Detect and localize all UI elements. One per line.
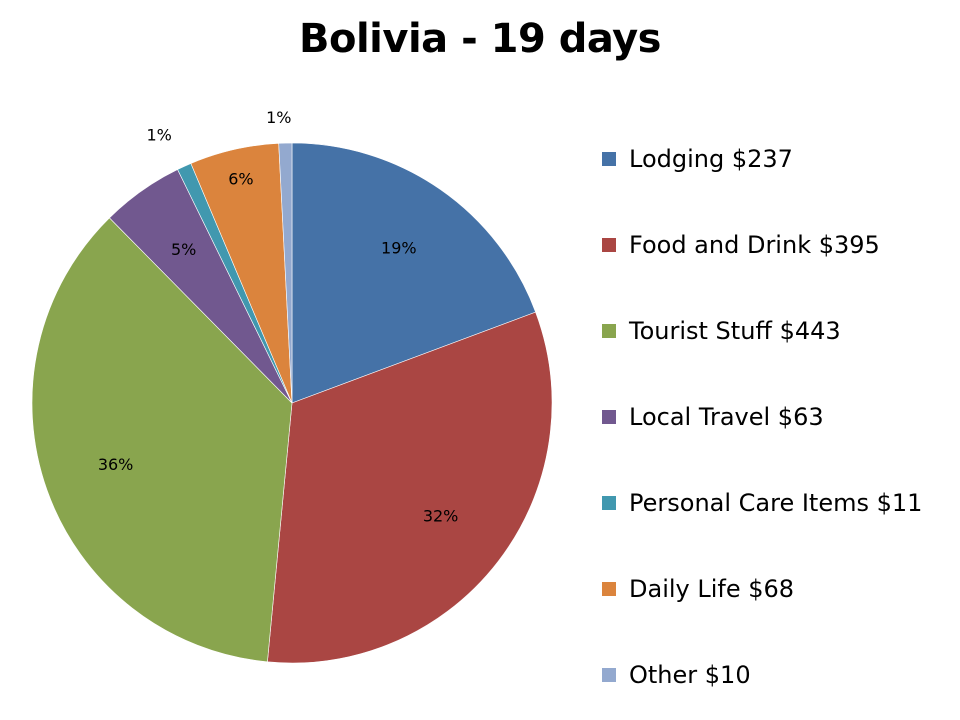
pie-slice-1: [267, 311, 553, 664]
legend-item-6: Other $10: [602, 632, 952, 718]
legend-swatch: [602, 410, 616, 424]
legend-label: Daily Life $68: [629, 575, 795, 603]
legend-swatch: [602, 238, 616, 252]
legend-item-1: Food and Drink $395: [602, 202, 952, 288]
legend-label: Lodging $237: [629, 145, 793, 173]
data-label-3: 5%: [171, 240, 196, 259]
data-label-0: 19%: [381, 239, 417, 258]
data-label-4: 1%: [147, 126, 172, 145]
pie-slice-2: [31, 217, 293, 663]
legend-item-4: Personal Care Items $11: [602, 460, 952, 546]
data-label-1: 32%: [423, 506, 459, 525]
pie-slice-6: [278, 142, 293, 404]
legend-label: Food and Drink $395: [629, 231, 880, 259]
legend-label: Other $10: [629, 661, 751, 689]
legend-swatch: [602, 496, 616, 510]
legend-item-0: Lodging $237: [602, 116, 952, 202]
chart-legend: Lodging $237 Food and Drink $395 Tourist S…: [602, 116, 952, 718]
legend-swatch: [602, 324, 616, 338]
legend-item-2: Tourist Stuff $443: [602, 288, 952, 374]
chart-title: Bolivia - 19 days: [299, 16, 662, 62]
legend-label: Tourist Stuff $443: [629, 317, 841, 345]
legend-label: Local Travel $63: [629, 403, 824, 431]
data-label-5: 6%: [228, 170, 253, 189]
legend-label: Personal Care Items $11: [629, 489, 923, 517]
legend-item-3: Local Travel $63: [602, 374, 952, 460]
pie-slice-0: [291, 142, 536, 404]
legend-swatch: [602, 668, 616, 682]
legend-swatch: [602, 152, 616, 166]
data-label-6: 1%: [266, 108, 291, 127]
legend-item-5: Daily Life $68: [602, 546, 952, 632]
legend-swatch: [602, 582, 616, 596]
data-label-2: 36%: [98, 455, 134, 474]
